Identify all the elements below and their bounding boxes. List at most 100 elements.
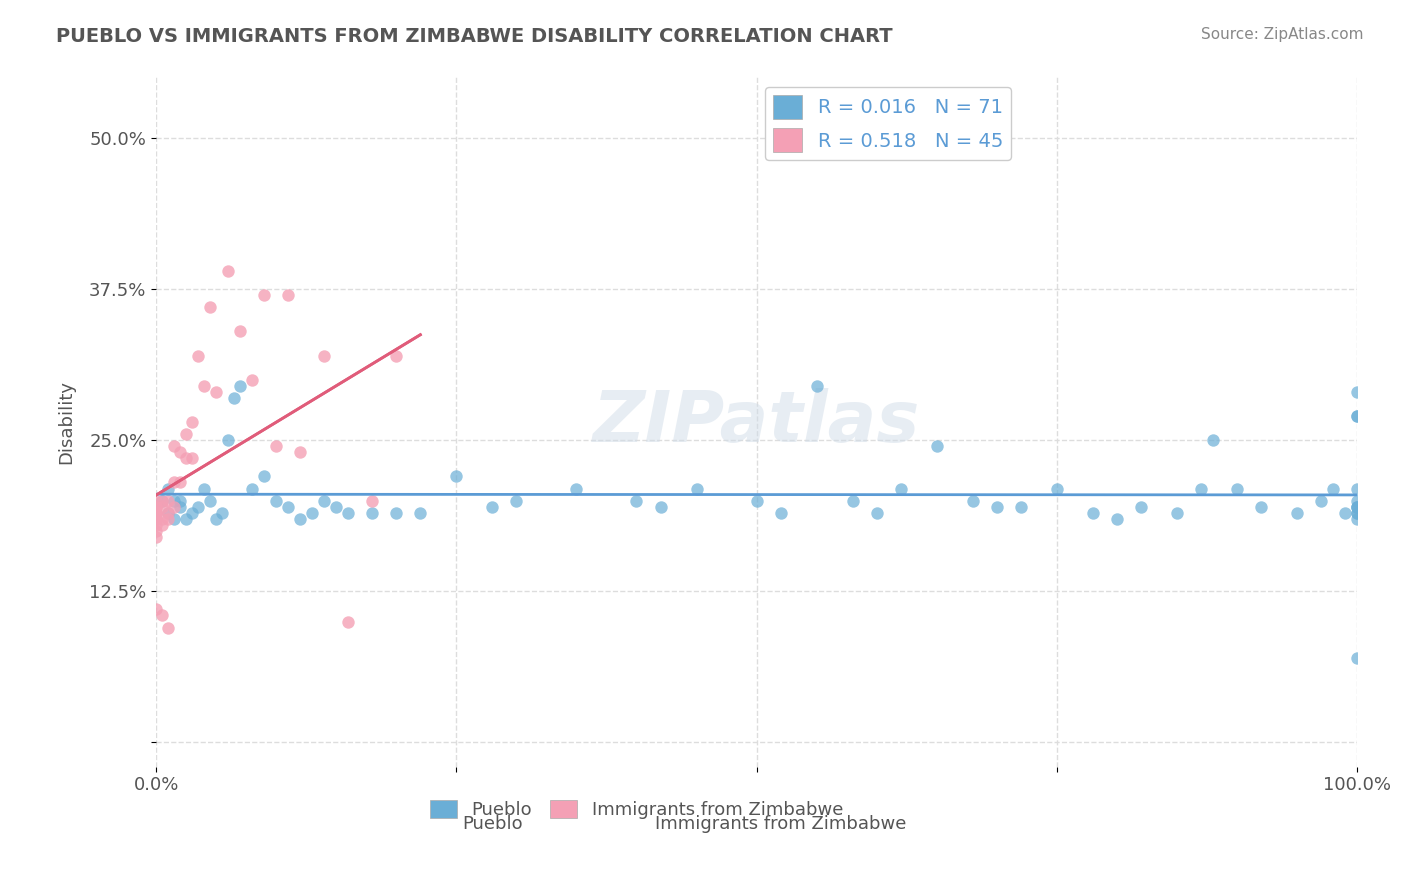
- Point: [253, 469, 276, 483]
- Point: [181, 451, 204, 466]
- Point: [157, 482, 180, 496]
- Point: [301, 506, 323, 520]
- Point: [962, 493, 984, 508]
- Point: [240, 482, 263, 496]
- Point: [145, 500, 167, 514]
- Point: [145, 524, 167, 538]
- Text: PUEBLO VS IMMIGRANTS FROM ZIMBABWE DISABILITY CORRELATION CHART: PUEBLO VS IMMIGRANTS FROM ZIMBABWE DISAB…: [56, 27, 893, 45]
- Point: [174, 451, 197, 466]
- Point: [650, 500, 672, 514]
- Point: [1334, 506, 1357, 520]
- Point: [1346, 506, 1368, 520]
- Point: [200, 300, 222, 314]
- Point: [145, 493, 167, 508]
- Point: [200, 493, 222, 508]
- Point: [217, 433, 239, 447]
- Point: [163, 493, 186, 508]
- Point: [1226, 482, 1249, 496]
- Point: [181, 415, 204, 429]
- Point: [150, 493, 173, 508]
- Text: Source: ZipAtlas.com: Source: ZipAtlas.com: [1201, 27, 1364, 42]
- Point: [145, 506, 167, 520]
- Point: [337, 506, 360, 520]
- Text: ZIPatlas: ZIPatlas: [593, 387, 921, 457]
- Point: [240, 373, 263, 387]
- Point: [1346, 500, 1368, 514]
- Point: [169, 475, 191, 490]
- Point: [205, 512, 228, 526]
- Point: [277, 500, 299, 514]
- Point: [986, 500, 1008, 514]
- Point: [1285, 506, 1308, 520]
- Point: [150, 608, 173, 623]
- Point: [1346, 650, 1368, 665]
- Point: [385, 349, 408, 363]
- Point: [1346, 500, 1368, 514]
- Point: [264, 493, 287, 508]
- Point: [169, 445, 191, 459]
- Point: [157, 506, 180, 520]
- Point: [217, 264, 239, 278]
- Point: [1346, 500, 1368, 514]
- Point: [745, 493, 768, 508]
- Point: [314, 349, 336, 363]
- Point: [174, 512, 197, 526]
- Point: [187, 349, 209, 363]
- Point: [841, 493, 863, 508]
- Point: [163, 439, 186, 453]
- Point: [361, 493, 384, 508]
- Point: [181, 506, 204, 520]
- Point: [866, 506, 889, 520]
- Legend: Pueblo, Immigrants from Zimbabwe: Pueblo, Immigrants from Zimbabwe: [423, 793, 851, 827]
- Point: [409, 506, 432, 520]
- Point: [163, 512, 186, 526]
- Point: [1346, 409, 1368, 423]
- Point: [1189, 482, 1212, 496]
- Point: [1010, 500, 1032, 514]
- Point: [314, 493, 336, 508]
- Point: [157, 512, 180, 526]
- Point: [145, 530, 167, 544]
- Point: [1346, 506, 1368, 520]
- Point: [1105, 512, 1128, 526]
- Point: [193, 378, 215, 392]
- Point: [806, 378, 828, 392]
- Point: [685, 482, 707, 496]
- Point: [150, 493, 173, 508]
- Point: [290, 445, 312, 459]
- Point: [925, 439, 948, 453]
- Point: [1202, 433, 1225, 447]
- Point: [769, 506, 792, 520]
- Point: [1346, 409, 1368, 423]
- Point: [446, 469, 468, 483]
- Point: [145, 500, 167, 514]
- Point: [1346, 512, 1368, 526]
- Point: [1250, 500, 1272, 514]
- Point: [174, 427, 197, 442]
- Point: [193, 482, 215, 496]
- Point: [626, 493, 648, 508]
- Point: [145, 512, 167, 526]
- Point: [1310, 493, 1333, 508]
- Point: [145, 602, 167, 616]
- Point: [145, 512, 167, 526]
- Point: [224, 391, 246, 405]
- Text: Immigrants from Zimbabwe: Immigrants from Zimbabwe: [655, 814, 907, 832]
- Point: [325, 500, 347, 514]
- Point: [1346, 493, 1368, 508]
- Point: [1166, 506, 1188, 520]
- Y-axis label: Disability: Disability: [58, 380, 75, 464]
- Point: [187, 500, 209, 514]
- Point: [890, 482, 912, 496]
- Point: [157, 493, 180, 508]
- Point: [253, 288, 276, 302]
- Point: [157, 621, 180, 635]
- Point: [1322, 482, 1344, 496]
- Point: [145, 517, 167, 532]
- Point: [169, 500, 191, 514]
- Text: Pueblo: Pueblo: [463, 814, 523, 832]
- Point: [337, 615, 360, 629]
- Point: [169, 493, 191, 508]
- Point: [361, 506, 384, 520]
- Point: [290, 512, 312, 526]
